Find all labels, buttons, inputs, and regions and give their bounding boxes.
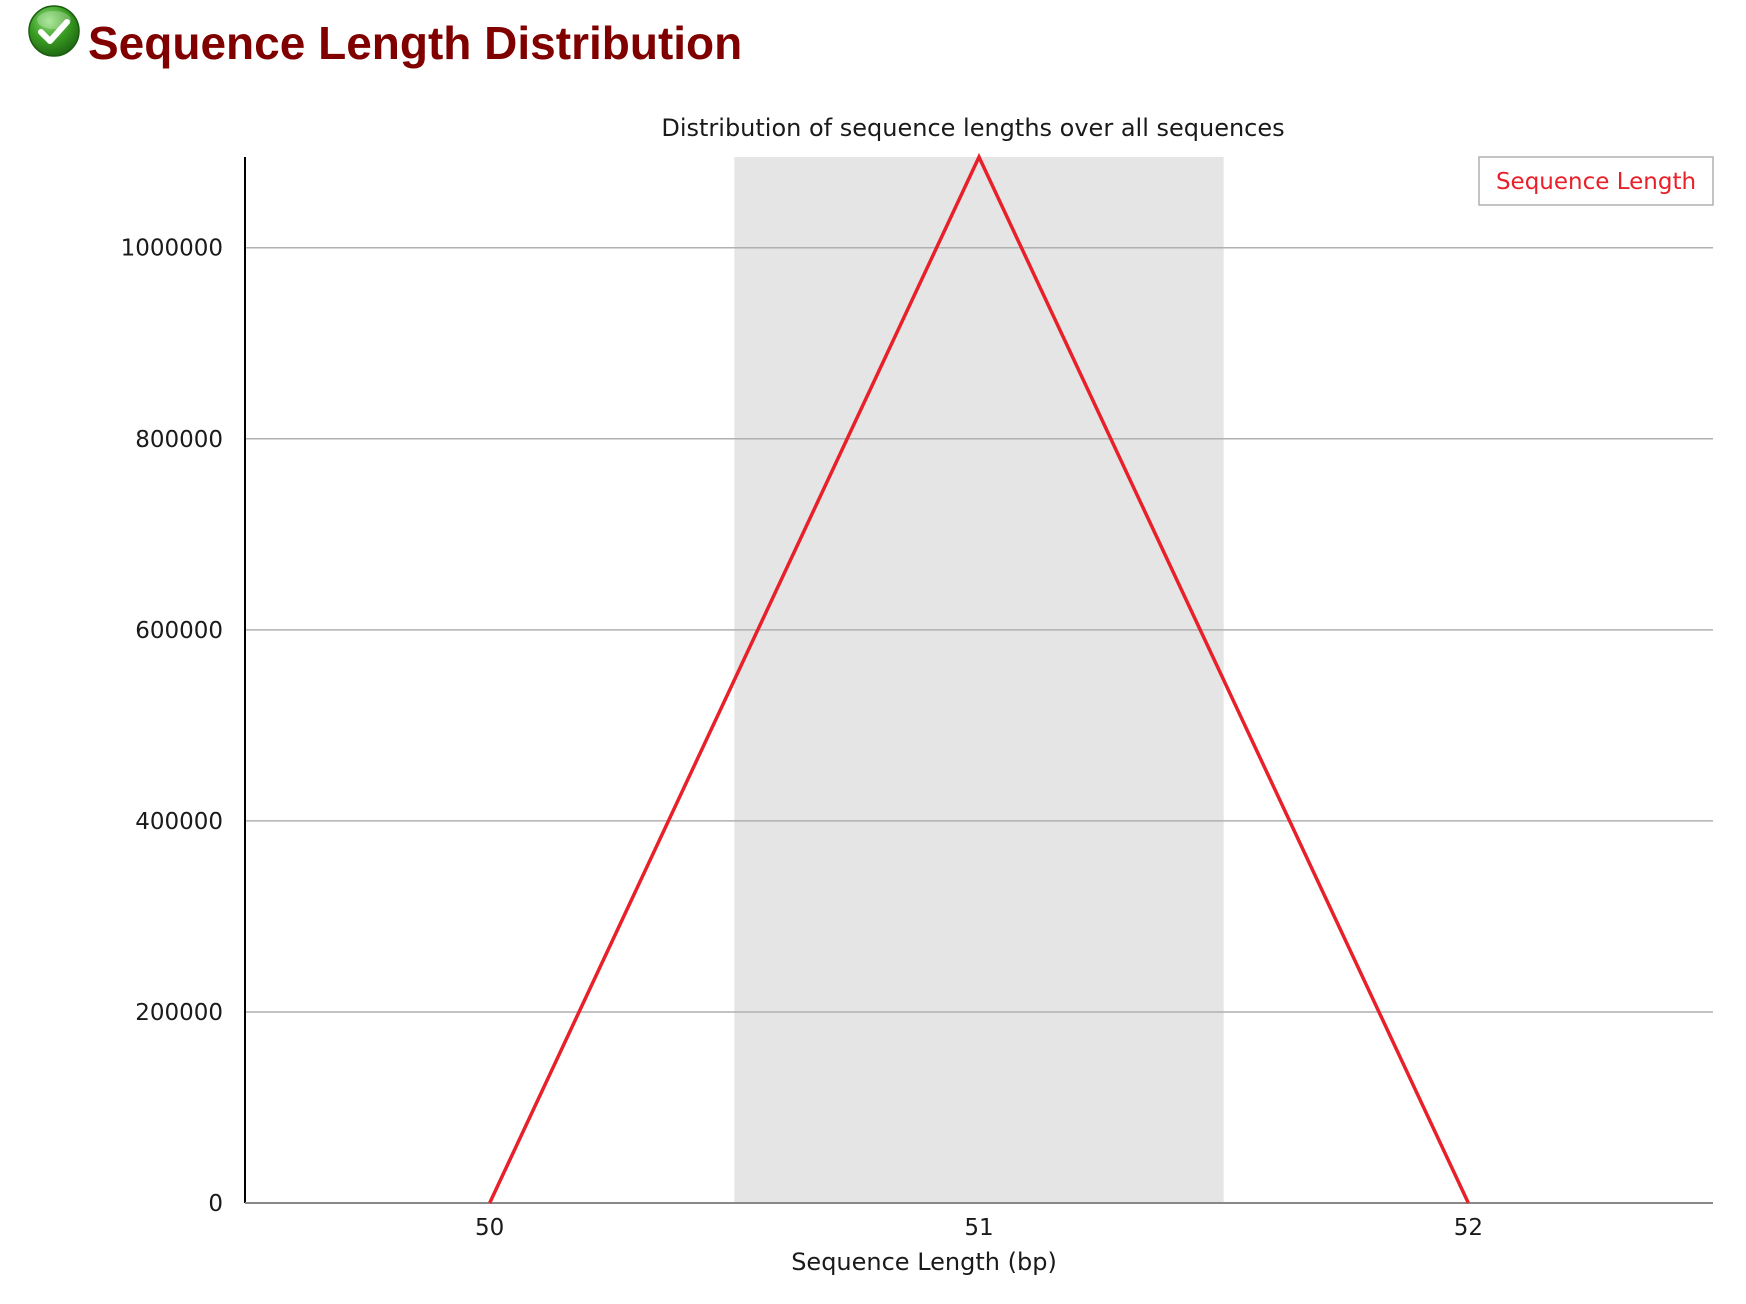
x-axis-label: Sequence Length (bp) bbox=[791, 1248, 1057, 1276]
y-tick-label: 800000 bbox=[135, 427, 223, 453]
legend-box bbox=[1478, 156, 1714, 206]
y-tick-label: 0 bbox=[208, 1191, 223, 1217]
section-header: Sequence Length Distribution bbox=[26, 2, 742, 72]
y-tick-label: 600000 bbox=[135, 618, 223, 644]
highlight-band bbox=[734, 157, 1224, 1203]
x-tick-label: 52 bbox=[1454, 1215, 1483, 1241]
y-tick-label: 400000 bbox=[135, 809, 223, 835]
y-tick-label: 200000 bbox=[135, 1000, 223, 1026]
chart-title: Distribution of sequence lengths over al… bbox=[661, 114, 1284, 142]
page-title: Sequence Length Distribution bbox=[88, 17, 743, 69]
legend-item-label: Sequence Length bbox=[1496, 169, 1696, 195]
check-circle-icon bbox=[28, 5, 80, 57]
x-tick-label: 50 bbox=[475, 1215, 504, 1241]
x-tick-label: 51 bbox=[964, 1215, 993, 1241]
y-tick-label: 1000000 bbox=[121, 236, 223, 262]
